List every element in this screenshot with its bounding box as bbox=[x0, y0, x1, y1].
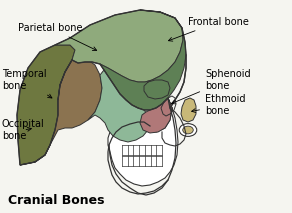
Text: Parietal bone: Parietal bone bbox=[18, 23, 97, 50]
Text: Temporal
bone: Temporal bone bbox=[2, 69, 52, 98]
Circle shape bbox=[179, 124, 197, 136]
Polygon shape bbox=[55, 10, 183, 100]
Text: Sphenoid
bone: Sphenoid bone bbox=[171, 69, 251, 104]
Polygon shape bbox=[140, 98, 172, 133]
Polygon shape bbox=[20, 58, 102, 165]
Polygon shape bbox=[108, 98, 178, 186]
Text: Ethmoid
bone: Ethmoid bone bbox=[192, 94, 246, 116]
Text: Frontal bone: Frontal bone bbox=[168, 17, 249, 41]
Text: Cranial Bones: Cranial Bones bbox=[8, 193, 105, 206]
Polygon shape bbox=[181, 98, 196, 122]
Polygon shape bbox=[100, 10, 186, 110]
Text: Occipital
bone: Occipital bone bbox=[2, 119, 45, 141]
Polygon shape bbox=[88, 70, 150, 142]
Polygon shape bbox=[17, 45, 75, 165]
Circle shape bbox=[183, 126, 193, 134]
